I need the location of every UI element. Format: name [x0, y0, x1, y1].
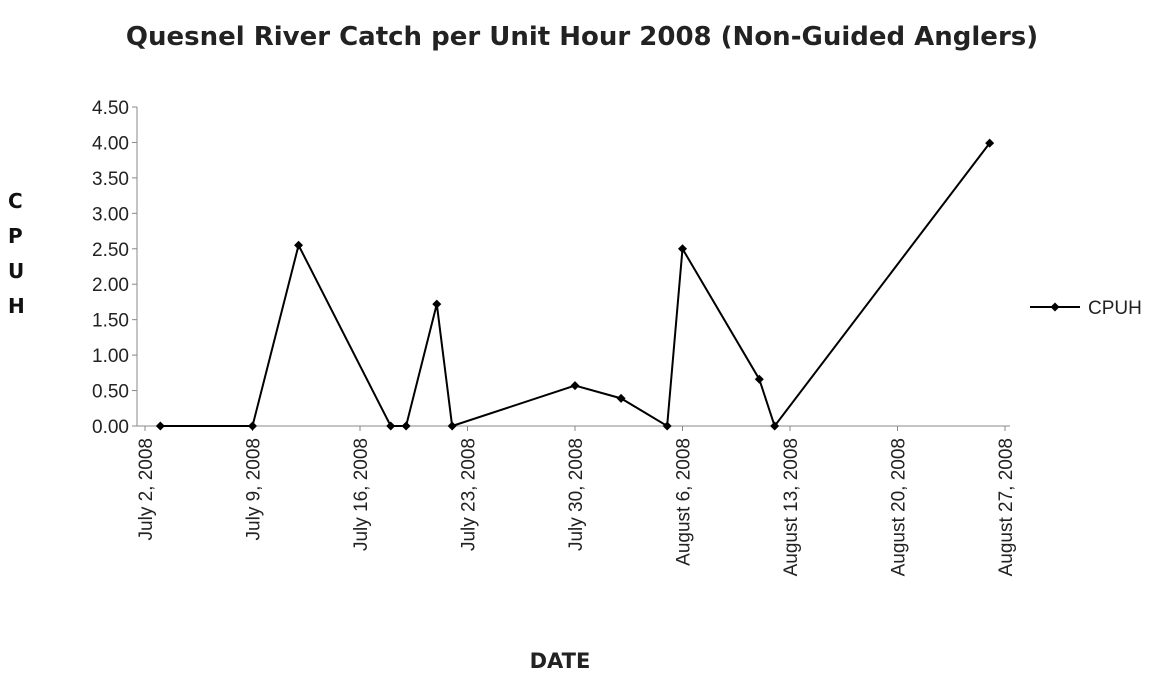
- x-tick-label: August 27, 2008: [996, 438, 1017, 576]
- point: [770, 421, 780, 431]
- x-tick-label: July 23, 2008: [459, 438, 480, 551]
- point: [662, 421, 672, 431]
- point: [678, 244, 687, 254]
- y-tick-label: 3.00: [92, 204, 129, 225]
- legend-marker: [1050, 302, 1060, 312]
- point: [386, 421, 396, 431]
- x-tick-label: August 13, 2008: [781, 438, 802, 576]
- chart-title: Quesnel River Catch per Unit Hour 2008 (…: [126, 22, 1038, 52]
- y-tick-label: 1.50: [92, 311, 129, 332]
- x-tick-label: August 6, 2008: [674, 438, 695, 566]
- line: [160, 142, 991, 429]
- y-axis-label: CPUH: [8, 189, 25, 318]
- legend-label: CPUH: [1088, 298, 1142, 319]
- x-tick-label: August 20, 2008: [889, 438, 910, 576]
- point: [432, 299, 442, 309]
- y-tick-label: 0.50: [92, 382, 129, 403]
- x-tick-label: July 30, 2008: [566, 438, 587, 551]
- y-tick-label: 3.50: [92, 169, 129, 190]
- y-tick-label: 2.00: [92, 275, 129, 296]
- x-tick-label: July 16, 2008: [351, 438, 372, 551]
- x-tick-label: July 9, 2008: [244, 438, 265, 540]
- x-tick-label: July 2, 2008: [136, 438, 157, 540]
- y-tick-label: 2.50: [92, 240, 129, 261]
- point: [985, 138, 995, 148]
- point: [294, 240, 304, 250]
- point: [401, 421, 411, 431]
- point: [155, 421, 165, 431]
- x-axis-label: DATE: [530, 649, 591, 673]
- point: [754, 374, 764, 384]
- point: [616, 393, 626, 403]
- y-tick-label: 4.50: [92, 98, 129, 119]
- y-tick-label: 1.00: [92, 346, 129, 367]
- y-tick-label: 4.00: [92, 133, 129, 154]
- point: [248, 421, 257, 431]
- point: [570, 381, 580, 391]
- y-tick-label: 0.00: [92, 417, 129, 438]
- point: [447, 421, 457, 431]
